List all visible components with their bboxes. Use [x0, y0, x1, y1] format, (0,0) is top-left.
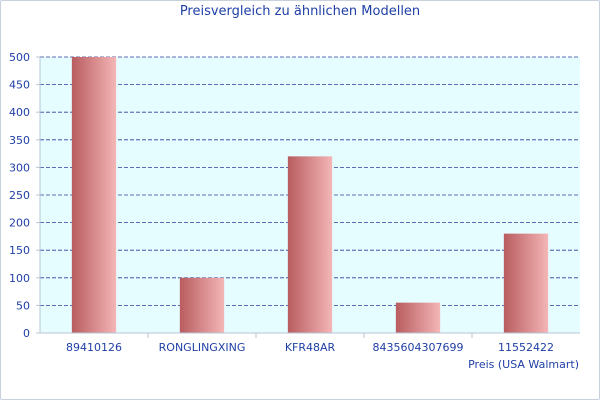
bars	[71, 57, 549, 333]
x-tick-label: 11552422	[498, 341, 554, 354]
y-tick-label: 0	[23, 327, 30, 340]
x-axis-title: Preis (USA Walmart)	[468, 358, 579, 371]
x-tick-label: RONGLINGXING	[159, 341, 246, 354]
bar	[287, 156, 333, 333]
y-tick-label: 50	[16, 299, 30, 312]
y-tick-label: 250	[9, 189, 30, 202]
y-tick-label: 500	[9, 51, 30, 64]
y-tick-label: 200	[9, 217, 30, 230]
chart-title: Preisvergleich zu ähnlichen Modellen	[179, 4, 421, 19]
x-tick-label: KFR48AR	[285, 341, 336, 354]
y-tick-label: 150	[9, 244, 30, 257]
x-tick-label: 8435604307699	[373, 341, 464, 354]
y-axis-ticks: 0 50 100 150 200 250 300 350 400 450 500	[9, 51, 40, 340]
bar	[71, 57, 117, 333]
y-tick-label: 100	[9, 272, 30, 285]
bar	[503, 233, 549, 333]
y-tick-label: 450	[9, 79, 30, 92]
bar	[179, 277, 225, 333]
x-axis-ticks: 89410126 RONGLINGXING KFR48AR 8435604307699…	[66, 333, 554, 354]
y-tick-label: 300	[9, 161, 30, 174]
y-tick-label: 400	[9, 106, 30, 119]
y-tick-label: 350	[9, 134, 30, 147]
bar	[395, 302, 441, 333]
x-tick-label: 89410126	[66, 341, 122, 354]
